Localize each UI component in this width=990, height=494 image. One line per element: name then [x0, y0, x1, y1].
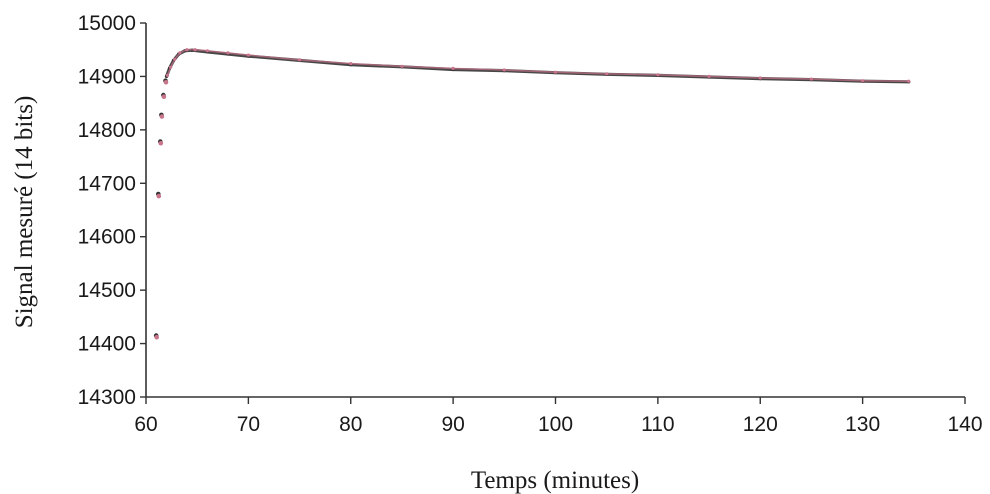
data-point	[158, 140, 164, 146]
data-point	[707, 74, 711, 78]
data-point	[502, 68, 506, 72]
y-tick-label: 14500	[78, 279, 136, 302]
y-tick-label: 14800	[78, 119, 136, 142]
series-1-line	[164, 48, 911, 84]
data-point	[163, 80, 169, 85]
x-tick-label: 100	[538, 413, 573, 436]
x-tick-label: 90	[441, 413, 464, 436]
data-point	[605, 72, 609, 76]
series-2-line	[166, 48, 910, 82]
data-point	[907, 79, 911, 83]
y-tick-label: 14400	[78, 333, 136, 356]
x-tick-label: 80	[339, 413, 362, 436]
data-point	[193, 48, 197, 52]
data-point	[156, 193, 162, 199]
series-1	[153, 48, 911, 338]
y-tick-label: 14900	[78, 65, 136, 88]
data-point	[400, 64, 404, 68]
data-point	[553, 70, 558, 74]
data-point	[173, 57, 177, 61]
y-tick-label: 14600	[78, 226, 136, 249]
x-tick-label: 60	[134, 413, 157, 436]
data-point	[161, 94, 167, 99]
plot-area	[153, 48, 911, 340]
data-point	[451, 66, 455, 70]
data-point	[246, 53, 250, 57]
data-point	[226, 51, 230, 55]
data-point	[165, 73, 170, 77]
x-tick-label: 130	[845, 413, 880, 436]
data-point	[159, 114, 165, 119]
y-axis-ticks: 14300 14400 14500 14600 14700 14800 14900 15000	[78, 12, 146, 409]
data-point	[809, 77, 814, 81]
data-point	[349, 62, 353, 66]
x-tick-label: 70	[237, 413, 260, 436]
data-point	[205, 49, 209, 53]
y-tick-label: 14300	[78, 386, 136, 409]
data-point	[169, 65, 173, 69]
x-axis-title: Temps (minutes)	[471, 467, 639, 494]
y-axis-title: Signal mesuré (14 bits)	[11, 96, 38, 329]
x-axis-ticks: 60 70 80 90 100 110 120 130 140	[134, 397, 983, 436]
x-tick-label: 110	[641, 413, 674, 436]
data-point	[656, 73, 660, 77]
data-point	[298, 58, 302, 62]
x-tick-label: 140	[947, 413, 982, 436]
data-point	[154, 334, 159, 340]
series-2	[154, 48, 911, 340]
data-point	[185, 48, 189, 52]
y-tick-label: 14700	[78, 172, 136, 195]
data-point	[861, 79, 865, 83]
data-point	[758, 76, 762, 80]
data-point	[178, 51, 182, 55]
y-tick-label: 15000	[78, 12, 136, 35]
x-tick-label: 120	[743, 413, 778, 436]
